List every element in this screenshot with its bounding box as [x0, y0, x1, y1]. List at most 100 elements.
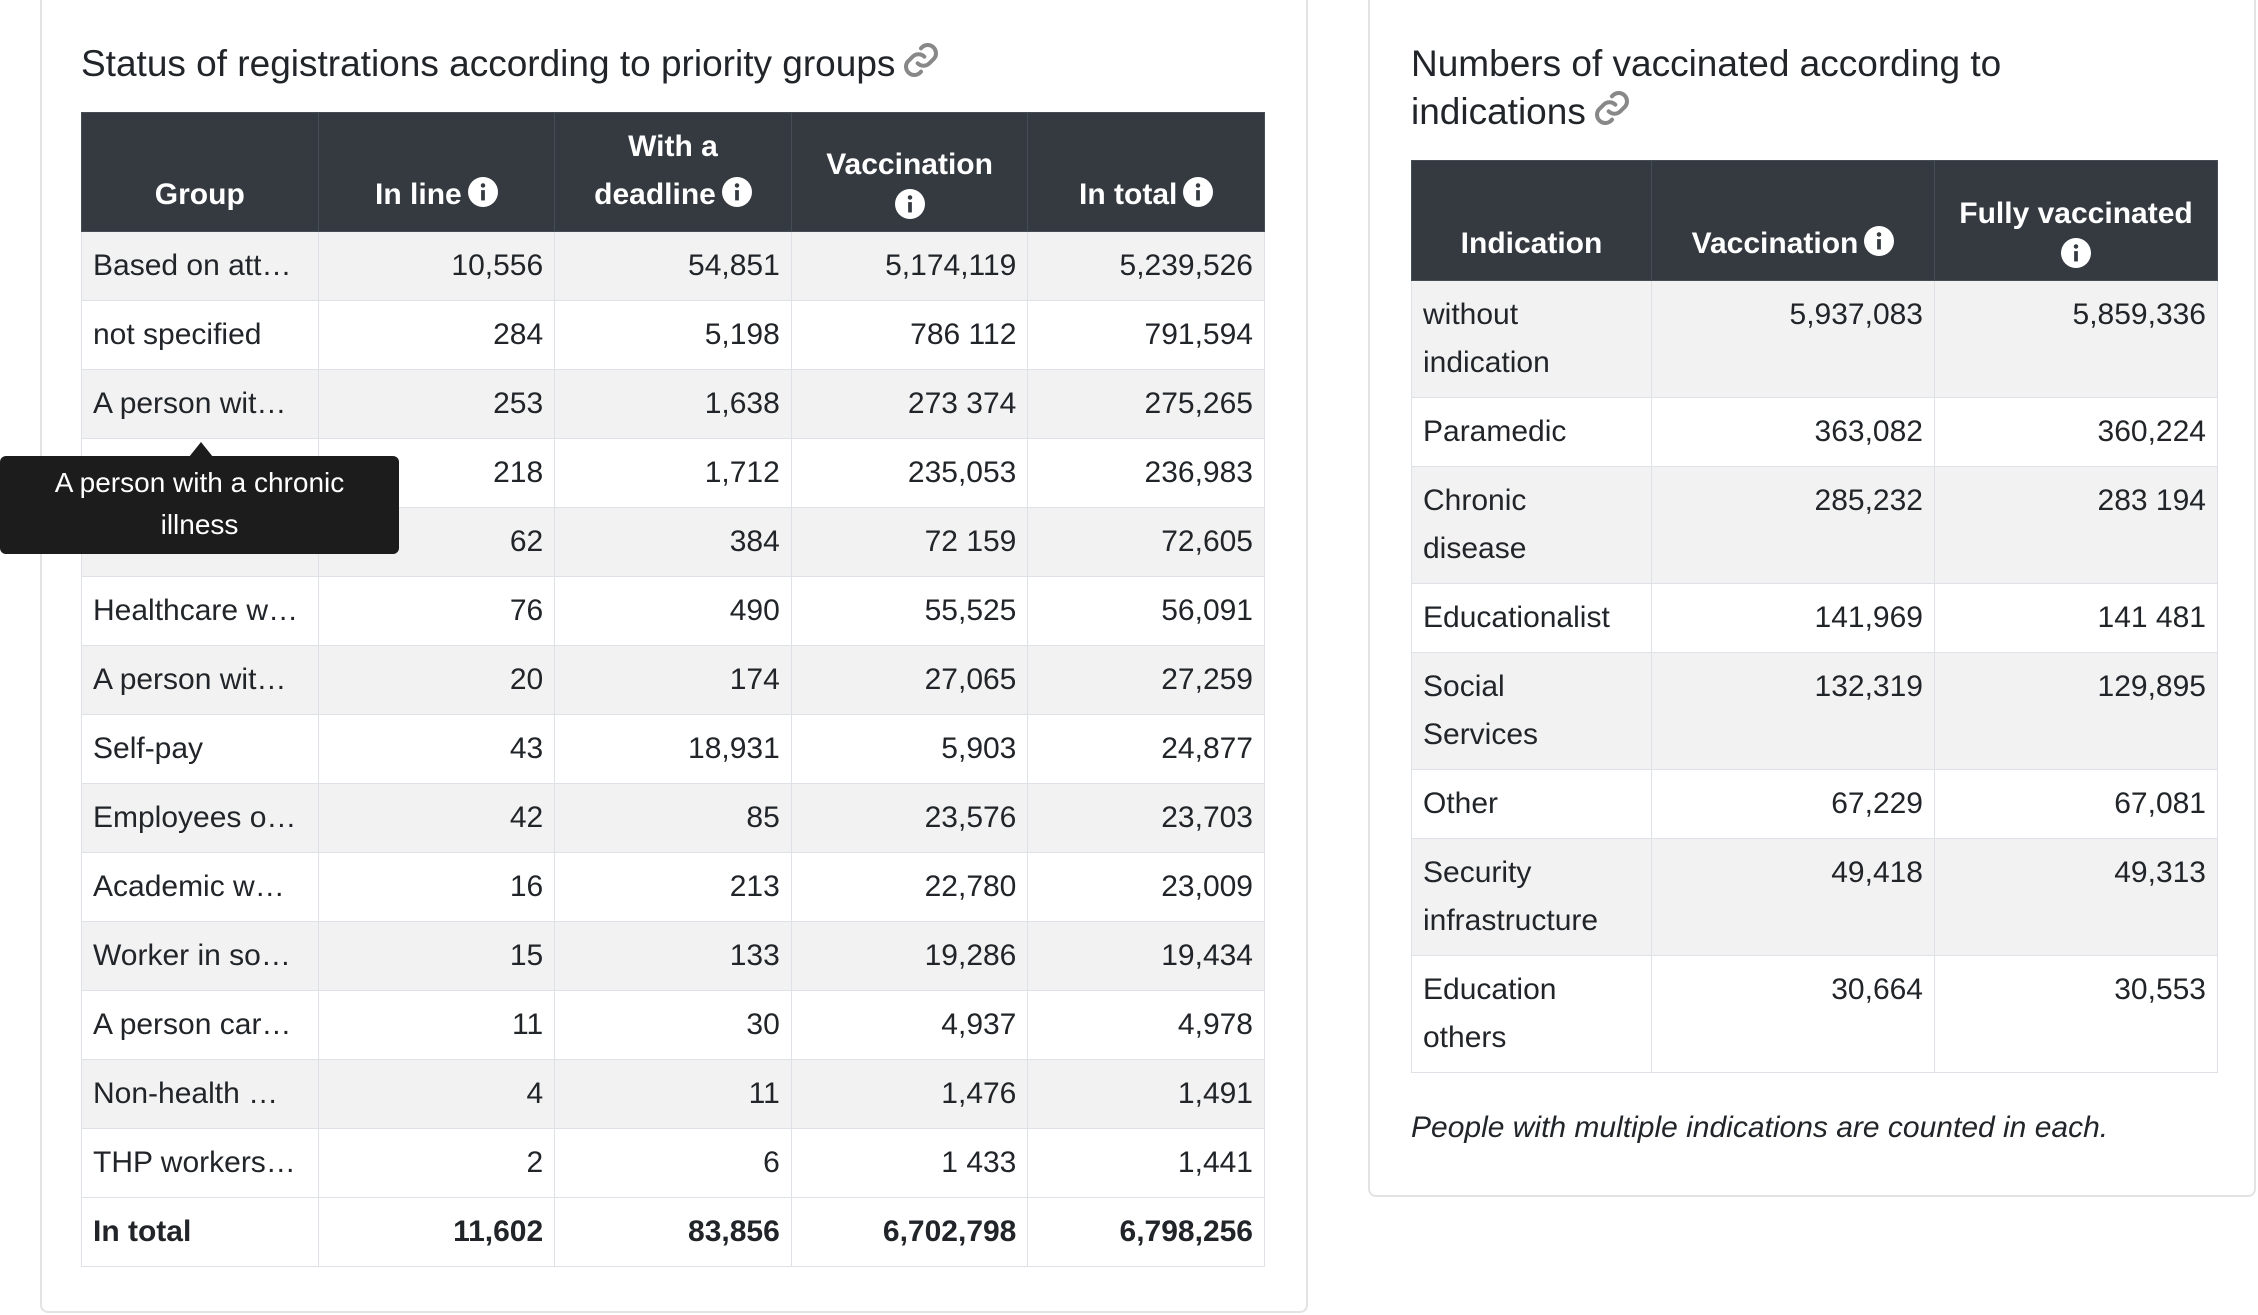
number-cell: 490 — [554, 576, 792, 646]
table-row: not specified 284 5,198 786 112 791,594 — [81, 300, 1265, 370]
number-cell: 72 159 — [790, 507, 1029, 577]
number-cell: 213 — [554, 852, 792, 922]
table-row: Chronic disease 285,232 283 194 — [1411, 466, 2218, 584]
number-cell: 384 — [554, 507, 792, 577]
number-cell: 76 — [317, 576, 556, 646]
header-text: In total — [1079, 178, 1178, 211]
link-icon[interactable] — [1592, 88, 1632, 128]
table-row: Academic w… 16 213 22,780 23,009 — [81, 852, 1265, 922]
number-cell: 30,553 — [1934, 955, 2218, 1073]
column-header: Vaccination — [1651, 160, 1935, 281]
number-cell: 273 374 — [790, 369, 1029, 439]
table-row: Paramedic 363,082 360,224 — [1411, 397, 2218, 467]
column-header: Vaccination — [790, 112, 1029, 232]
header-text: Indication — [1460, 227, 1603, 260]
number-cell: 363,082 — [1651, 397, 1935, 467]
number-cell: 11,602 — [317, 1197, 556, 1267]
number-cell: 1,476 — [790, 1059, 1029, 1129]
number-cell: 1,638 — [554, 369, 792, 439]
number-cell: 23,009 — [1027, 852, 1265, 922]
header-row: Group In line With a deadline Vaccination In… — [81, 112, 1265, 232]
number-cell: 11 — [554, 1059, 792, 1129]
card-title: Status of registrations according to pri… — [81, 40, 1266, 88]
number-cell: 5,937,083 — [1651, 280, 1935, 398]
label-cell: Academic w… — [81, 852, 319, 922]
number-cell: 5,198 — [554, 300, 792, 370]
number-cell: 83,856 — [554, 1197, 792, 1267]
number-cell: 1,441 — [1027, 1128, 1265, 1198]
number-cell: 791,594 — [1027, 300, 1265, 370]
footnote: People with multiple indications are cou… — [1411, 1111, 2109, 1144]
label-cell: Employees o… — [81, 783, 319, 853]
number-cell: 1,491 — [1027, 1059, 1265, 1129]
number-cell: 19,434 — [1027, 921, 1265, 991]
label-cell: Social Services — [1411, 652, 1652, 770]
card-title: Numbers of vaccinated according to indic… — [1411, 40, 2111, 136]
number-cell: 5,239,526 — [1027, 231, 1265, 301]
number-cell: 5,859,336 — [1934, 280, 2218, 398]
info-icon[interactable] — [1183, 177, 1214, 207]
number-cell: 10,556 — [317, 231, 556, 301]
registrations-card: Status of registrations according to pri… — [40, 0, 1308, 1313]
number-cell: 23,576 — [790, 783, 1029, 853]
number-cell: 22,780 — [790, 852, 1029, 922]
number-cell: 1,712 — [554, 438, 792, 508]
indications-card: Numbers of vaccinated according to indic… — [1368, 0, 2256, 1197]
number-cell: 11 — [317, 990, 556, 1060]
number-cell: 132,319 — [1651, 652, 1935, 770]
number-cell: 174 — [554, 645, 792, 715]
label-cell: In total — [81, 1197, 319, 1267]
number-cell: 6,798,256 — [1027, 1197, 1265, 1267]
number-cell: 67,229 — [1651, 769, 1935, 839]
number-cell: 5,174,119 — [790, 231, 1029, 301]
label-cell: Educationalist — [1411, 583, 1652, 653]
registrations-table: Group In line With a deadline Vaccination In… — [81, 112, 1265, 1267]
label-cell: Education others — [1411, 955, 1652, 1073]
number-cell: 42 — [317, 783, 556, 853]
info-icon[interactable] — [894, 189, 925, 219]
number-cell: 6,702,798 — [790, 1197, 1029, 1267]
link-icon[interactable] — [901, 40, 941, 80]
number-cell: 43 — [317, 714, 556, 784]
label-cell: not specified — [81, 300, 319, 370]
number-cell: 72,605 — [1027, 507, 1265, 577]
number-cell: 6 — [554, 1128, 792, 1198]
number-cell: 236,983 — [1027, 438, 1265, 508]
column-header: In line — [317, 112, 556, 232]
column-header: Indication — [1411, 160, 1652, 281]
number-cell: 67,081 — [1934, 769, 2218, 839]
header-text: Group — [154, 178, 245, 211]
total-row: In total 11,602 83,856 6,702,798 6,798,256 — [81, 1197, 1265, 1267]
title-text: Status of registrations according to pri… — [81, 43, 896, 84]
info-icon[interactable] — [467, 177, 498, 207]
number-cell: 141 481 — [1934, 583, 2218, 653]
number-cell: 55,525 — [790, 576, 1029, 646]
header-text: With a deadline — [594, 130, 718, 211]
number-cell: 285,232 — [1651, 466, 1935, 584]
column-header: In total — [1027, 112, 1265, 232]
number-cell: 4,978 — [1027, 990, 1265, 1060]
header-text: Fully vaccinated — [1959, 197, 2193, 230]
label-cell: A person wit… — [81, 369, 319, 439]
label-cell: A person wit… — [81, 645, 319, 715]
label-cell: Other — [1411, 769, 1652, 839]
info-icon[interactable] — [1864, 226, 1895, 256]
label-cell: THP workers… — [81, 1128, 319, 1198]
label-cell: Self-pay — [81, 714, 319, 784]
info-icon[interactable] — [2061, 238, 2091, 268]
table-row: A person car… 11 30 4,937 4,978 — [81, 990, 1265, 1060]
column-header: Group — [81, 112, 319, 232]
table-row: Security infrastructure 49,418 49,313 — [1411, 838, 2218, 956]
header-row: Indication Vaccination Fully vaccinated — [1411, 160, 2218, 281]
label-cell: Healthcare w… — [81, 576, 319, 646]
table-row: A person wit… 253 1,638 273 374 275,265 — [81, 369, 1265, 439]
info-icon[interactable] — [721, 177, 752, 207]
number-cell: 284 — [317, 300, 556, 370]
number-cell: 360,224 — [1934, 397, 2218, 467]
number-cell: 253 — [317, 369, 556, 439]
column-header: With a deadline — [554, 112, 792, 232]
header-text: Vaccination — [1691, 227, 1859, 260]
number-cell: 283 194 — [1934, 466, 2218, 584]
number-cell: 4 — [317, 1059, 556, 1129]
number-cell: 275,265 — [1027, 369, 1265, 439]
